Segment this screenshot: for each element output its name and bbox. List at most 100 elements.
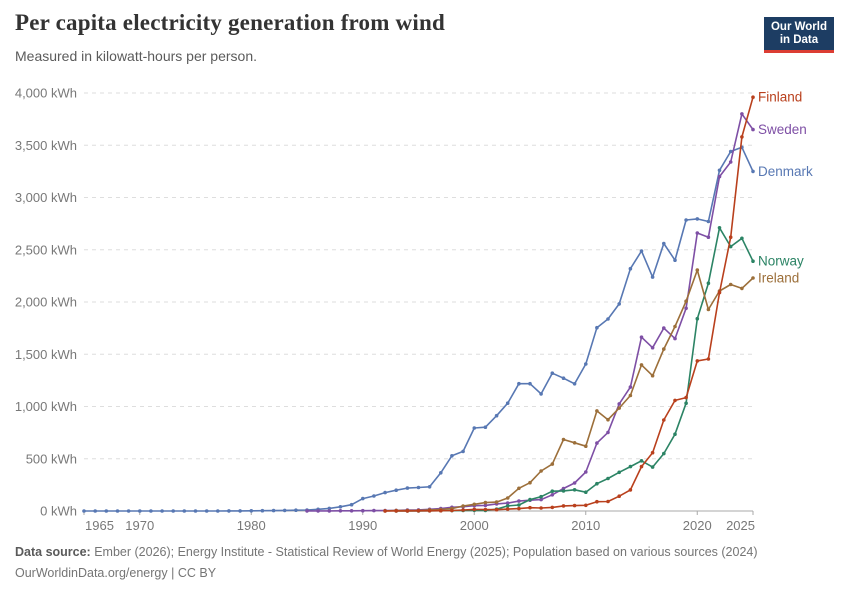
data-point-finland: [662, 418, 666, 422]
data-point-denmark: [271, 508, 276, 513]
x-axis-tick-label: 1965: [85, 518, 114, 533]
data-point-norway: [606, 476, 610, 481]
line-finland[interactable]: [385, 96, 754, 512]
data-point-norway: [561, 489, 566, 493]
data-point-sweden: [316, 509, 320, 513]
data-point-denmark: [539, 392, 543, 396]
data-point-finland: [472, 507, 477, 512]
data-point-norway: [539, 494, 543, 499]
series-label-norway[interactable]: Norway: [758, 254, 804, 269]
data-point-denmark: [695, 217, 700, 221]
data-point-finland: [584, 503, 588, 508]
license-label[interactable]: CC BY: [177, 566, 217, 580]
data-point-sweden: [662, 326, 666, 330]
data-point-denmark: [260, 508, 265, 513]
line-ireland[interactable]: [385, 269, 754, 512]
data-point-finland: [717, 290, 722, 295]
data-point-norway: [717, 226, 722, 230]
data-point-denmark: [216, 509, 220, 513]
data-point-denmark: [494, 413, 499, 418]
data-point-sweden: [706, 235, 711, 239]
data-point-ireland: [561, 437, 566, 442]
data-point-denmark: [372, 494, 376, 498]
y-axis-tick-label: 1,000 kWh: [15, 399, 77, 414]
data-point-denmark: [650, 275, 655, 279]
data-point-sweden: [684, 306, 688, 311]
series-label-finland[interactable]: Finland: [758, 90, 802, 105]
data-point-norway: [617, 470, 621, 475]
x-axis-tick-label: 2020: [683, 518, 712, 533]
data-point-ireland: [494, 500, 499, 504]
data-point-denmark: [450, 454, 454, 458]
data-point-finland: [505, 507, 510, 511]
data-point-sweden: [751, 127, 755, 132]
data-point-denmark: [238, 509, 242, 513]
data-point-denmark: [427, 485, 432, 489]
data-point-norway: [505, 504, 510, 508]
owid-logo[interactable]: Our World in Data: [763, 17, 834, 53]
data-point-denmark: [327, 506, 332, 511]
data-point-denmark: [439, 471, 443, 475]
data-point-denmark: [249, 509, 254, 513]
data-point-finland: [673, 398, 677, 403]
data-point-sweden: [349, 509, 354, 513]
data-point-norway: [628, 464, 633, 469]
data-point-ireland: [673, 324, 677, 329]
data-point-norway: [517, 503, 521, 507]
data-point-sweden: [595, 441, 599, 445]
data-point-finland: [595, 499, 599, 504]
x-axis-tick-label: 2010: [571, 518, 600, 533]
data-point-denmark: [160, 509, 164, 513]
data-point-denmark: [572, 382, 577, 386]
data-point-norway: [650, 465, 655, 469]
data-point-sweden: [639, 335, 644, 340]
data-point-sweden: [338, 509, 343, 513]
data-point-sweden: [505, 501, 510, 505]
data-point-denmark: [149, 509, 153, 513]
data-point-norway: [639, 459, 644, 463]
data-point-ireland: [695, 268, 700, 272]
line-sweden[interactable]: [307, 113, 754, 512]
data-point-denmark: [394, 488, 399, 493]
data-point-finland: [427, 509, 432, 513]
data-point-ireland: [606, 417, 610, 422]
data-point-finland: [628, 488, 633, 492]
data-point-denmark: [751, 169, 755, 174]
data-point-denmark: [472, 426, 477, 430]
y-axis-tick-label: 2,000 kWh: [15, 295, 77, 310]
series-label-ireland[interactable]: Ireland: [758, 270, 799, 285]
data-point-denmark: [294, 508, 298, 512]
data-point-norway: [706, 281, 711, 286]
data-point-finland: [416, 509, 421, 513]
data-point-sweden: [617, 402, 621, 406]
data-point-ireland: [550, 462, 555, 466]
line-denmark[interactable]: [84, 146, 754, 512]
data-point-denmark: [561, 376, 566, 381]
data-point-norway: [595, 481, 599, 486]
logo-line1: Our World: [770, 21, 827, 33]
y-axis-tick-label: 0 kWh: [40, 504, 77, 519]
y-axis-tick-label: 3,000 kWh: [15, 190, 77, 205]
data-point-norway: [728, 244, 733, 249]
data-point-sweden: [539, 497, 543, 502]
data-point-denmark: [138, 509, 142, 513]
data-point-denmark: [204, 509, 209, 513]
data-point-sweden: [606, 430, 610, 435]
data-point-ireland: [628, 393, 633, 398]
data-point-finland: [617, 494, 621, 499]
data-point-finland: [561, 504, 566, 508]
data-point-denmark: [461, 449, 465, 454]
owid-url-link[interactable]: OurWorldinData.org/energy: [15, 566, 168, 580]
data-point-ireland: [528, 480, 532, 485]
data-point-denmark: [104, 509, 109, 513]
y-axis-tick-label: 4,000 kWh: [15, 86, 77, 101]
data-point-ireland: [617, 406, 621, 410]
series-label-denmark[interactable]: Denmark: [758, 164, 813, 179]
data-point-norway: [572, 488, 577, 492]
data-point-finland: [483, 507, 488, 512]
series-label-sweden[interactable]: Sweden: [758, 122, 807, 137]
data-source-label: Data source:: [15, 545, 91, 559]
data-point-finland: [528, 505, 532, 510]
data-point-ireland: [751, 276, 755, 280]
line-norway[interactable]: [396, 227, 754, 512]
